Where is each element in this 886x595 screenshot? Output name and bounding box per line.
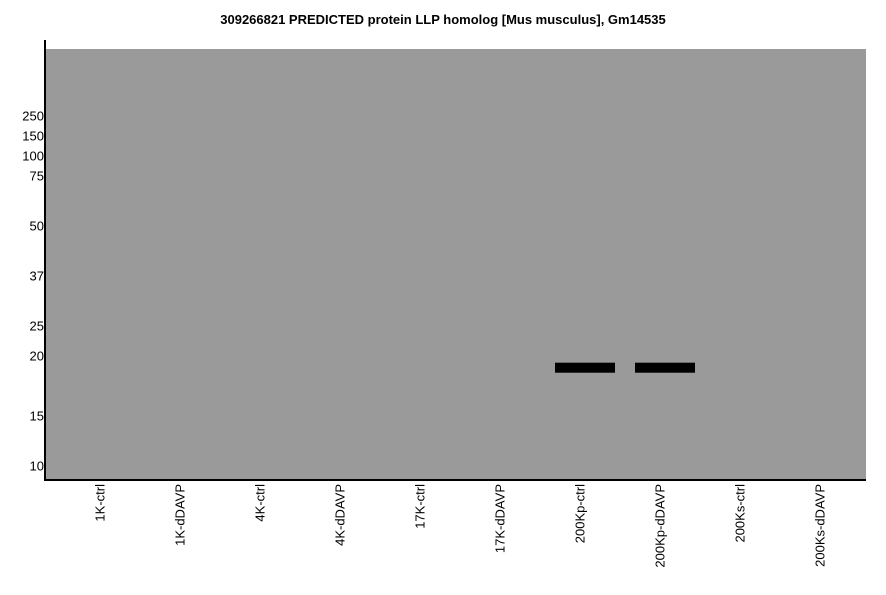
- lane-label: 200Ks-dDAVP: [812, 484, 827, 567]
- y-tick-label: 10: [30, 458, 44, 473]
- chart-title: 309266821 PREDICTED protein LLP homolog …: [220, 12, 666, 27]
- lane-label: 17K-ctrl: [412, 484, 427, 529]
- y-tick-label: 25: [30, 318, 44, 333]
- y-tick-label: 50: [30, 218, 44, 233]
- y-tick-label: 15: [30, 408, 44, 423]
- lane-label: 4K-ctrl: [252, 484, 267, 522]
- lane-label: 17K-dDAVP: [492, 484, 507, 553]
- y-tick-label: 250: [22, 108, 44, 123]
- band: [635, 362, 695, 373]
- y-tick-label: 37: [30, 268, 44, 283]
- lane-label: 1K-dDAVP: [172, 484, 187, 546]
- bands-layer: [555, 362, 695, 373]
- y-tick-label: 150: [22, 128, 44, 143]
- y-ticks-layer: 250 150 100 75 50 37 25 20 15 10: [22, 108, 44, 473]
- lane-label: 200Ks-ctrl: [732, 484, 747, 543]
- y-tick-label: 75: [30, 168, 44, 183]
- y-tick-label: 20: [30, 348, 44, 363]
- lane-label: 200Kp-dDAVP: [652, 484, 667, 568]
- lane-labels-layer: 1K-ctrl 1K-dDAVP 4K-ctrl 4K-dDAVP 17K-ctrl 17…: [92, 484, 827, 568]
- lane-label: 4K-dDAVP: [332, 484, 347, 546]
- band: [555, 362, 615, 373]
- lane-label: 200Kp-ctrl: [572, 484, 587, 543]
- blot-background: [46, 49, 866, 479]
- lane-label: 1K-ctrl: [92, 484, 107, 522]
- y-tick-label: 100: [22, 148, 44, 163]
